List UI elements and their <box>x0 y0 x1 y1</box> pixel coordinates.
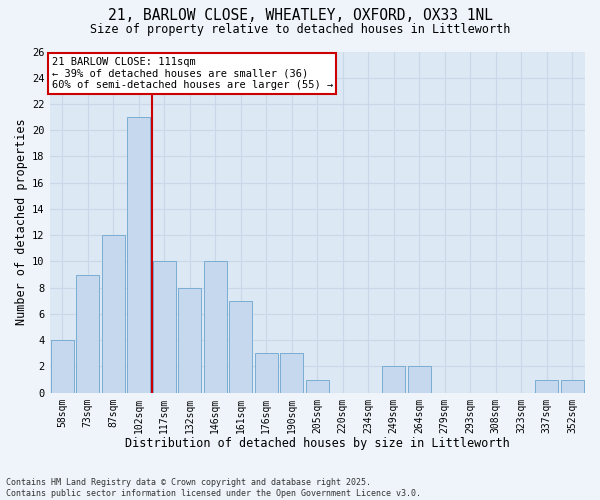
Bar <box>255 354 278 393</box>
Bar <box>408 366 431 392</box>
Bar <box>102 235 125 392</box>
Bar <box>127 117 150 392</box>
Text: Contains HM Land Registry data © Crown copyright and database right 2025.
Contai: Contains HM Land Registry data © Crown c… <box>6 478 421 498</box>
Y-axis label: Number of detached properties: Number of detached properties <box>15 119 28 326</box>
Bar <box>178 288 201 393</box>
Bar <box>280 354 303 393</box>
Bar <box>535 380 558 392</box>
Bar <box>306 380 329 392</box>
Bar <box>229 301 252 392</box>
Bar <box>204 262 227 392</box>
Bar <box>76 274 99 392</box>
X-axis label: Distribution of detached houses by size in Littleworth: Distribution of detached houses by size … <box>125 437 509 450</box>
Bar <box>153 262 176 392</box>
Text: Size of property relative to detached houses in Littleworth: Size of property relative to detached ho… <box>90 22 510 36</box>
Bar <box>561 380 584 392</box>
Bar <box>51 340 74 392</box>
Text: 21, BARLOW CLOSE, WHEATLEY, OXFORD, OX33 1NL: 21, BARLOW CLOSE, WHEATLEY, OXFORD, OX33… <box>107 8 493 22</box>
Text: 21 BARLOW CLOSE: 111sqm
← 39% of detached houses are smaller (36)
60% of semi-de: 21 BARLOW CLOSE: 111sqm ← 39% of detache… <box>52 56 333 90</box>
Bar <box>382 366 405 392</box>
